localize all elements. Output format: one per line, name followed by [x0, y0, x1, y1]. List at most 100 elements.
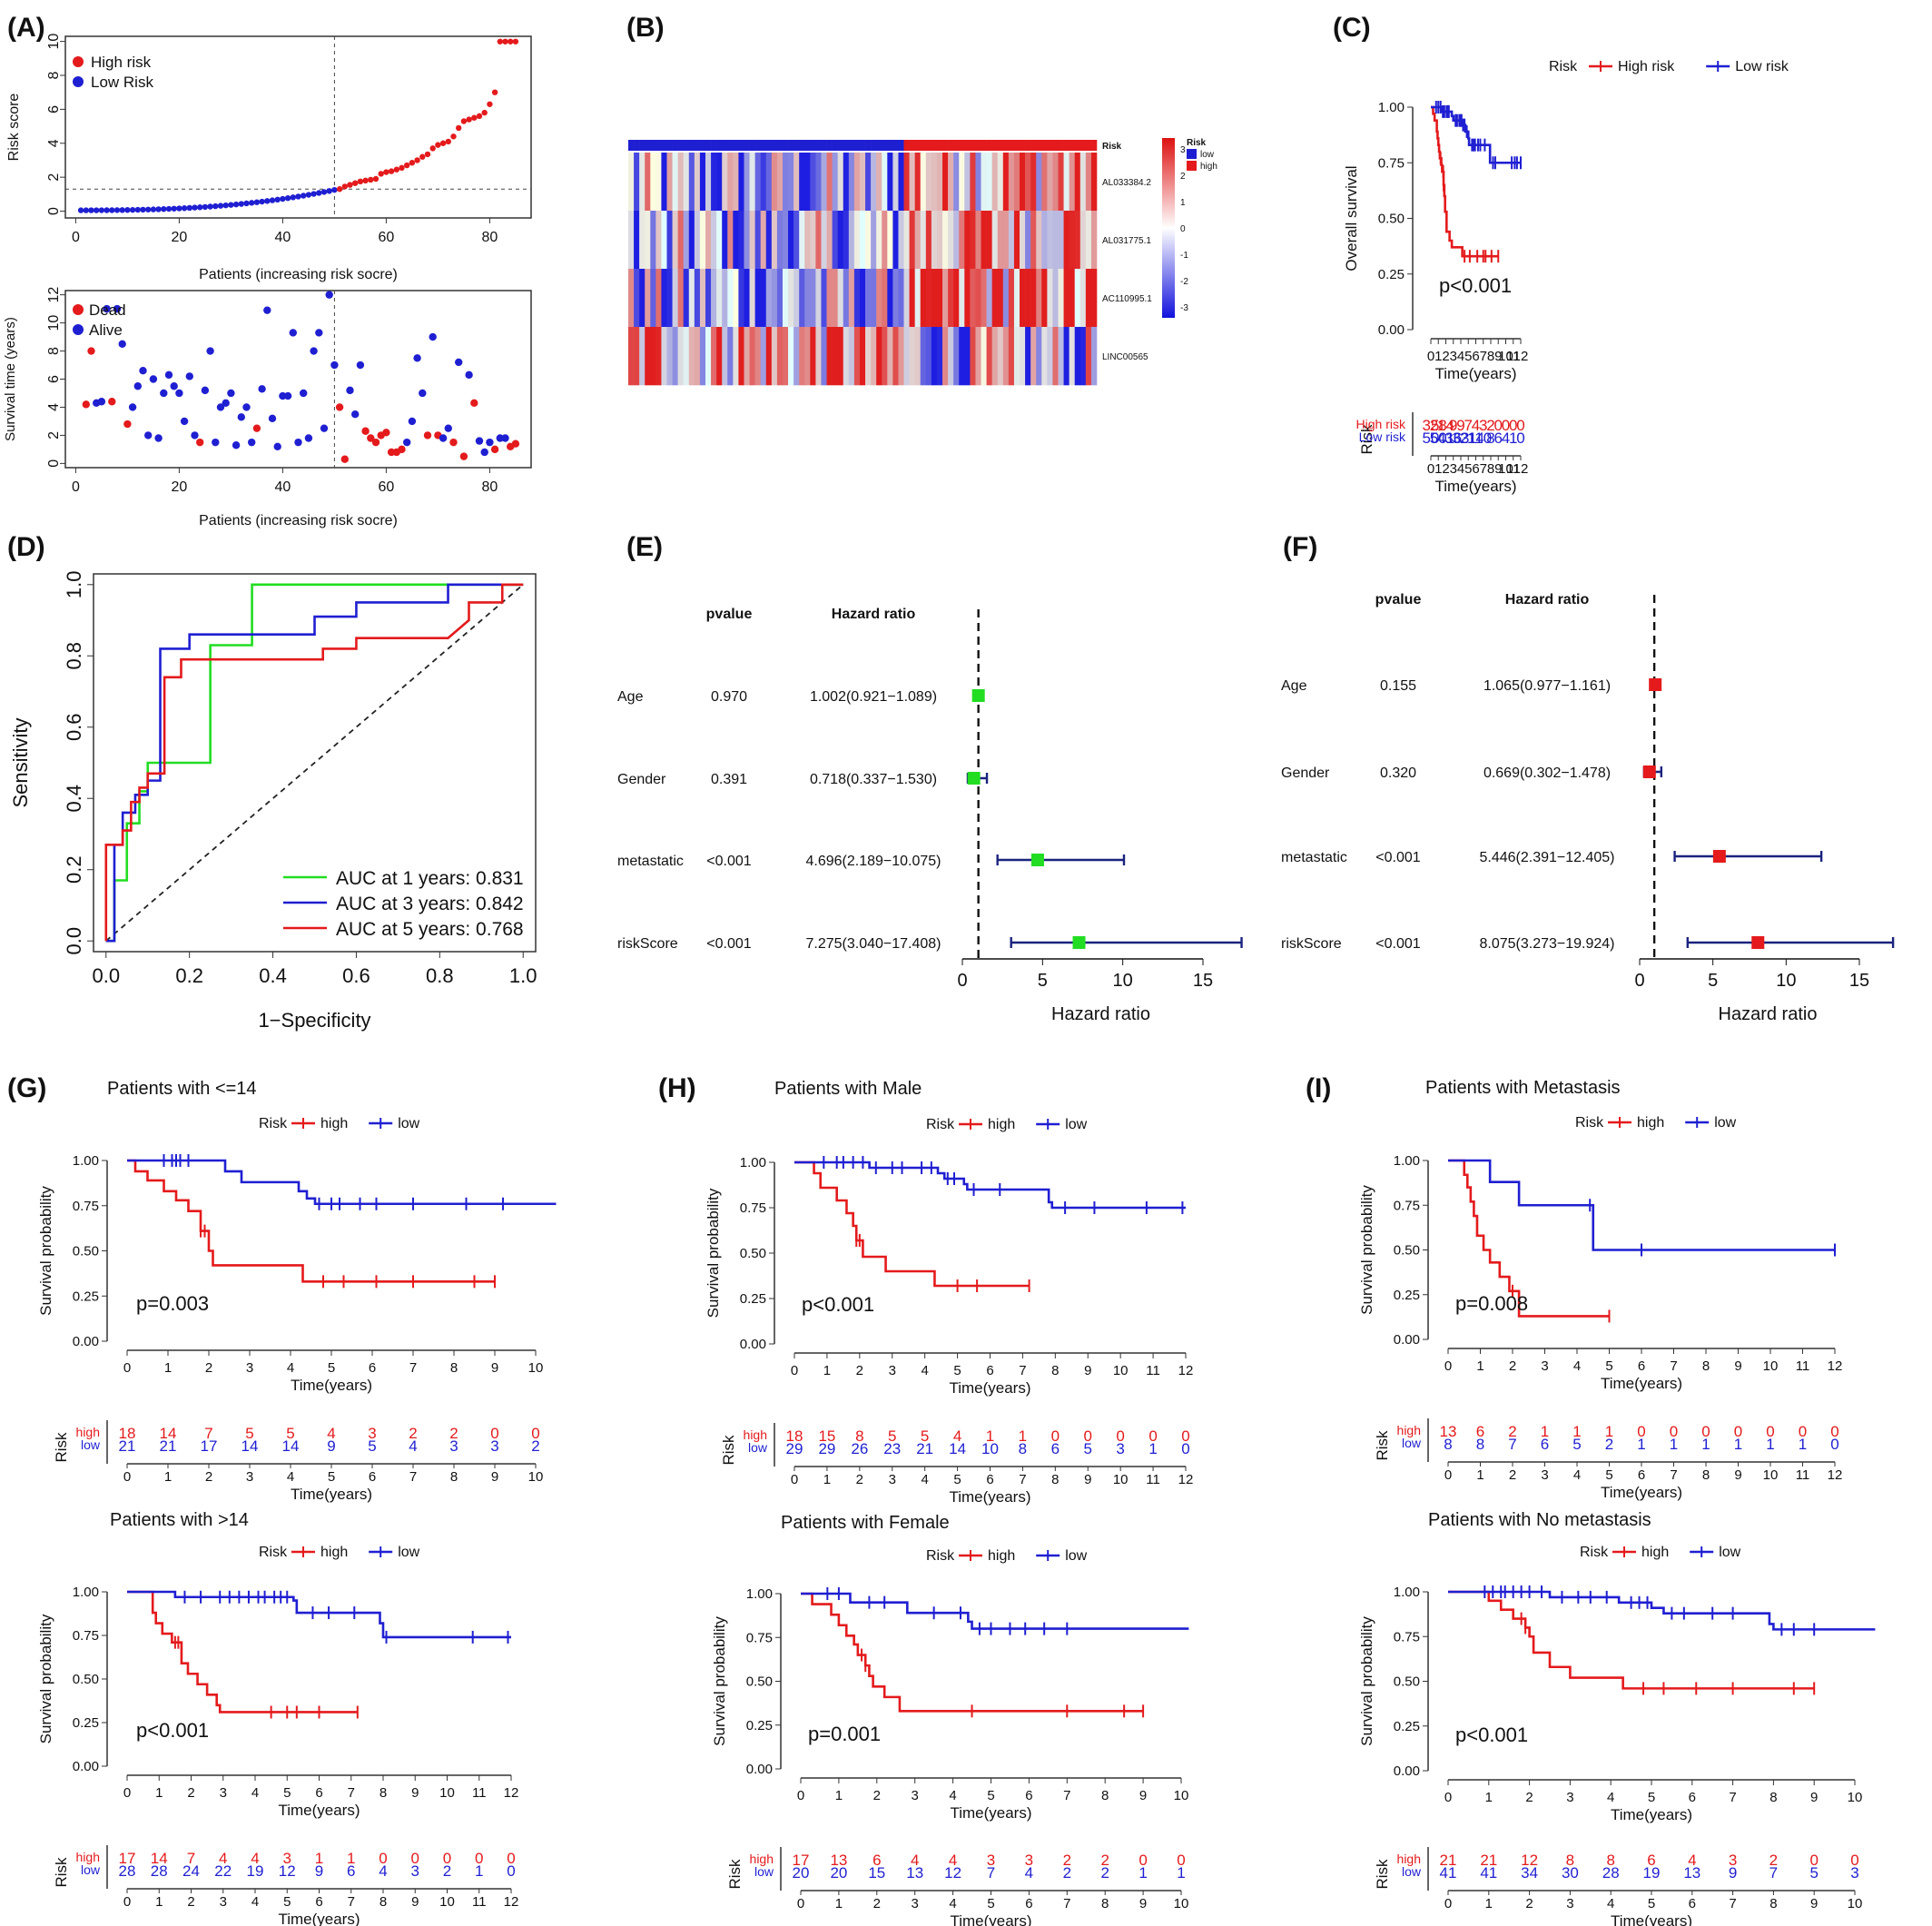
alive-point	[465, 370, 473, 380]
heatmap-cell	[876, 269, 882, 328]
risk-annotation-cell	[1079, 140, 1087, 151]
risk-annotation-cell	[683, 140, 690, 151]
low-risk-point	[301, 193, 307, 199]
risk-x-tick-label: 5	[1648, 1896, 1655, 1911]
heatmap-cell	[832, 269, 838, 328]
x-tick-label: 9	[1734, 1358, 1741, 1374]
header-pvalue: pvalue	[1375, 592, 1422, 607]
heatmap-cell	[837, 153, 844, 212]
hazard-ratio-marker	[1072, 936, 1086, 949]
plot-title: Patients with Female	[781, 1513, 950, 1533]
dead-point	[490, 445, 499, 454]
heatmap-cell	[1020, 153, 1026, 212]
risk-count: 41	[1440, 1864, 1457, 1882]
risk-x-tick-label: 4	[251, 1894, 259, 1910]
y-axis-label: Survival probability	[711, 1616, 728, 1746]
x-tick-label: 8	[450, 1360, 458, 1376]
hazard-ratio-marker	[971, 689, 985, 702]
risk-x-tick-label: 3	[220, 1894, 227, 1910]
p-value: p<0.001	[1439, 274, 1512, 297]
risk-count: 3	[1116, 1440, 1124, 1457]
risk-annotation-cell	[754, 140, 761, 151]
x-axis-label: 1−Specificity	[258, 1009, 370, 1032]
heatmap-cell	[964, 211, 971, 270]
legend-swatch	[1187, 149, 1197, 159]
heatmap-cell	[898, 327, 904, 386]
legend-dot	[73, 76, 84, 87]
dead-point	[252, 424, 261, 432]
legend-title: Risk	[259, 1116, 288, 1131]
x-tick-label: 0	[1444, 1790, 1452, 1805]
risk-count: 30	[1562, 1864, 1579, 1882]
heatmap-cell	[722, 269, 728, 328]
heatmap-cell	[1041, 211, 1048, 270]
heatmap-cell	[975, 211, 981, 270]
x-tick-label: 3	[246, 1360, 253, 1376]
high-risk-point	[487, 101, 493, 107]
risk-annotation-cell	[981, 140, 987, 151]
x-tick-label: 1	[823, 1363, 831, 1378]
heatmap-cell	[903, 211, 910, 270]
heatmap-cell	[1036, 153, 1042, 212]
risk-count: 17	[793, 1852, 810, 1869]
heatmap-cell	[656, 211, 662, 270]
risk-x-tick-label: 12	[1828, 1467, 1843, 1483]
risk-annotation-cell	[688, 140, 695, 151]
risk-count: 9	[1449, 417, 1457, 434]
heatmap-cell	[727, 327, 734, 386]
heatmap-cell	[920, 153, 927, 212]
heatmap-cell	[677, 211, 685, 270]
heatmap-cell	[1090, 211, 1098, 270]
heatmap-cell	[964, 327, 971, 386]
risk-annotation-cell	[799, 140, 805, 151]
x-tick-label: 11	[472, 1785, 487, 1801]
high-risk-point	[414, 157, 420, 163]
heatmap-cell	[903, 269, 910, 328]
risk-count: 13	[1683, 1864, 1700, 1882]
heatmap-cell	[925, 327, 932, 386]
risk-row-label: high	[1397, 1423, 1421, 1437]
risk-annotation-cell	[705, 140, 712, 151]
heatmap-cell	[925, 211, 932, 270]
risk-count: 0	[507, 1862, 515, 1880]
x-tick-label: 12	[1513, 349, 1529, 364]
risk-count: 14	[1467, 430, 1484, 447]
alive-point	[175, 389, 183, 398]
risk-count: 14	[282, 1437, 300, 1455]
risk-count: 1	[1734, 1436, 1742, 1453]
heatmap-cell	[964, 269, 971, 328]
heatmap-cell	[1052, 153, 1059, 212]
risk-x-tick-label: 8	[450, 1469, 458, 1485]
dead-point	[459, 452, 468, 460]
risk-count: 7	[1508, 1436, 1516, 1453]
risk-x-tick-label: 1	[1434, 461, 1442, 477]
heatmap-cell	[1069, 269, 1076, 328]
heatmap-cell	[1008, 211, 1015, 270]
risk-count: 8	[1486, 430, 1494, 447]
y-axis-label: Survival probability	[37, 1186, 54, 1316]
heatmap-cell	[645, 327, 651, 386]
row-label: Gender	[1281, 765, 1330, 781]
heatmap-cell	[991, 153, 999, 212]
risk-x-tick-label: 0	[1444, 1896, 1452, 1911]
heatmap-cell	[898, 153, 904, 212]
x-axis-label: Time(years)	[291, 1377, 372, 1394]
heatmap-cell	[871, 269, 877, 328]
heatmap-cell	[1063, 211, 1070, 270]
heatmap-cell	[1074, 269, 1081, 328]
heatmap-cell	[688, 269, 695, 328]
heatmap-cell	[859, 327, 866, 386]
heatmap-cell	[865, 211, 872, 270]
x-tick-label: 10	[1763, 1358, 1779, 1374]
row-hazard-ratio: 4.696(2.189−10.075)	[805, 854, 941, 869]
legend-label: high	[320, 1545, 348, 1560]
heatmap-cell	[1058, 269, 1064, 328]
low-risk-point	[109, 207, 115, 213]
risk-count: 21	[1460, 430, 1477, 447]
heatmap-cell	[931, 269, 938, 328]
risk-table-title: Risk	[53, 1857, 70, 1888]
risk-count: 0	[1181, 1440, 1189, 1457]
risk-count: 4	[327, 1425, 335, 1442]
x-axis-label: Time(years)	[949, 1379, 1030, 1397]
risk-annotation-cell	[970, 140, 976, 151]
